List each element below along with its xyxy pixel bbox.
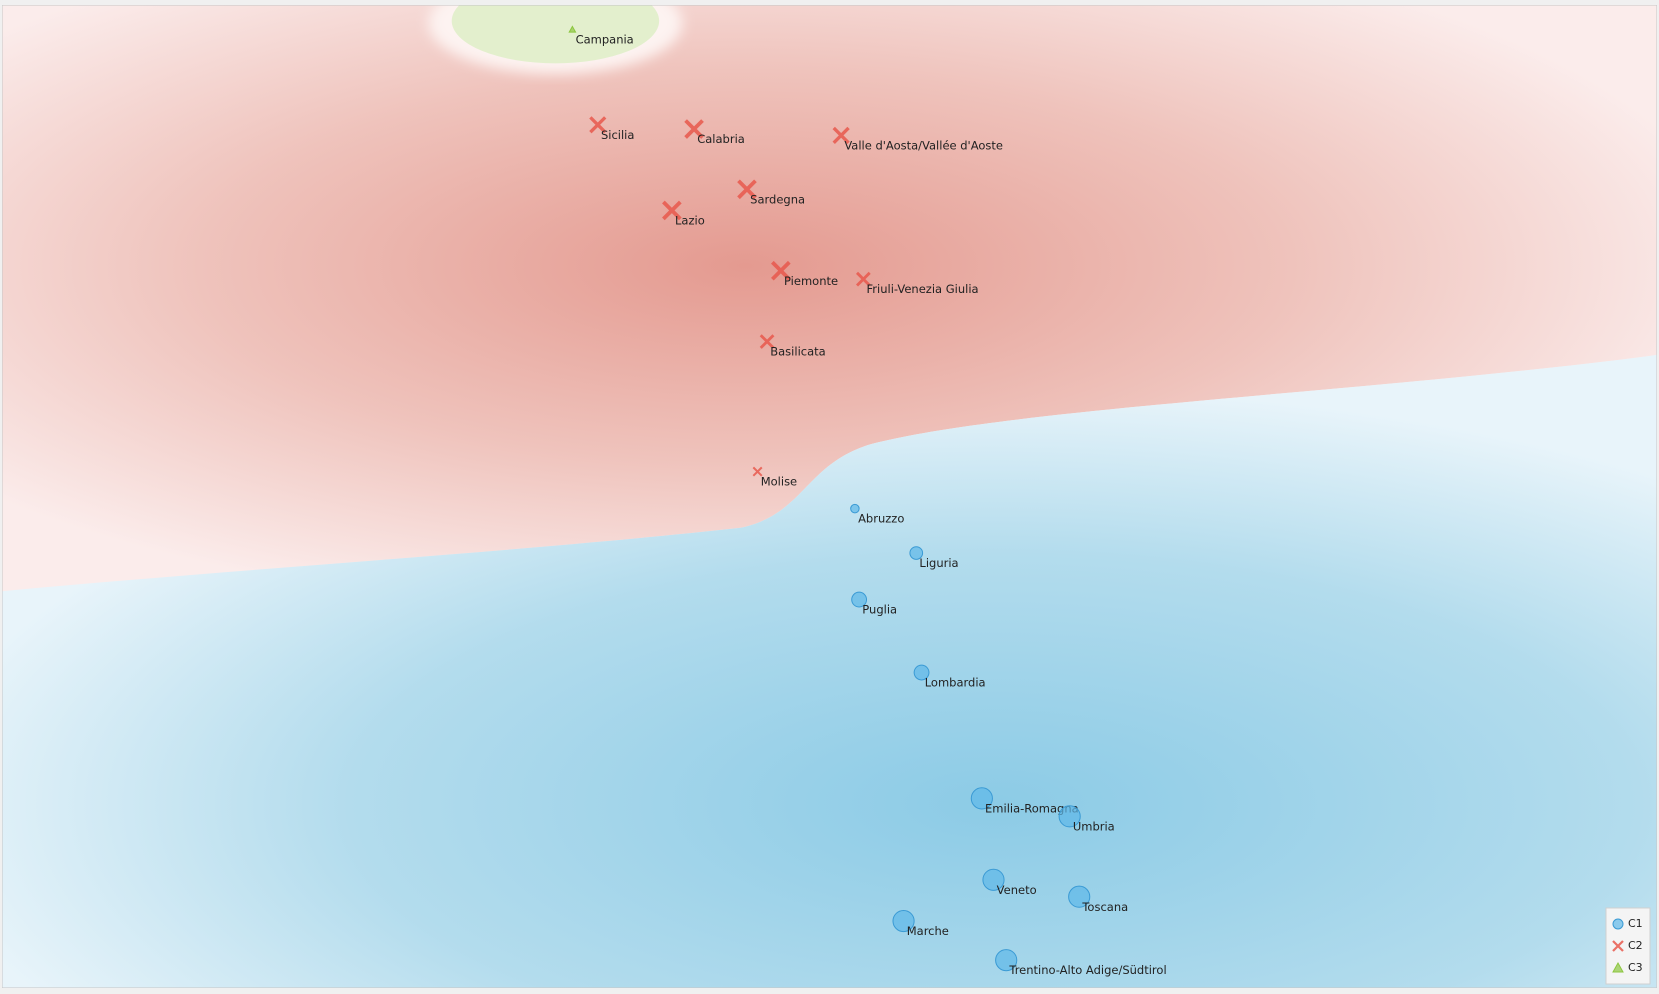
point-label: Abruzzo: [858, 512, 904, 526]
point: [995, 949, 1018, 972]
point: [970, 787, 993, 810]
point-label: Piemonte: [784, 274, 838, 288]
point-label: Sicilia: [601, 128, 634, 142]
point: [855, 271, 871, 287]
legend-label: C2: [1628, 939, 1643, 952]
legend-marker: [1612, 961, 1624, 973]
point-label: Toscana: [1081, 900, 1128, 914]
point-label: Trentino-Alto Adige/Südtirol: [1008, 963, 1166, 977]
point-label: Umbria: [1073, 819, 1115, 833]
points: Abruzzo Liguria Puglia Lombardia Emilia-Roma…: [568, 25, 1167, 977]
point: [892, 909, 915, 933]
point-label: Campania: [576, 33, 634, 47]
point-label: Marche: [907, 924, 949, 938]
point: [589, 116, 607, 134]
point: [832, 126, 850, 144]
legend-marker: [1612, 918, 1624, 930]
point-label: Puglia: [862, 603, 897, 617]
point: [568, 25, 577, 33]
point-label: Friuli-Venezia Giulia: [867, 282, 979, 296]
point-label: Sardegna: [750, 192, 805, 206]
point-label: Calabria: [697, 132, 745, 146]
legend-box: [1605, 907, 1651, 985]
legend-label: C3: [1628, 961, 1643, 974]
point: [662, 200, 682, 221]
point: [982, 868, 1005, 891]
point-label: Liguria: [919, 556, 958, 570]
legend: C1 C2 C3: [1605, 907, 1651, 985]
point-label: Valle d'Aosta/Vallée d'Aoste: [844, 138, 1003, 152]
point: [913, 664, 930, 681]
point: [1068, 885, 1091, 908]
point-label: Lazio: [675, 214, 705, 228]
point-label: Emilia-Romagna: [985, 801, 1079, 815]
point: [759, 334, 775, 349]
point: [909, 546, 924, 560]
point: [771, 260, 791, 281]
point: [851, 591, 868, 608]
point: [850, 503, 860, 514]
point: [752, 466, 763, 477]
point: [737, 179, 757, 200]
point-label: Lombardia: [925, 676, 986, 690]
point: [684, 119, 704, 139]
point: [1058, 805, 1081, 828]
point-label: Basilicata: [770, 345, 825, 359]
point-label: Molise: [761, 475, 797, 489]
legend-marker: [1612, 940, 1624, 952]
point-label: Veneto: [997, 883, 1037, 897]
legend-label: C1: [1628, 917, 1643, 930]
